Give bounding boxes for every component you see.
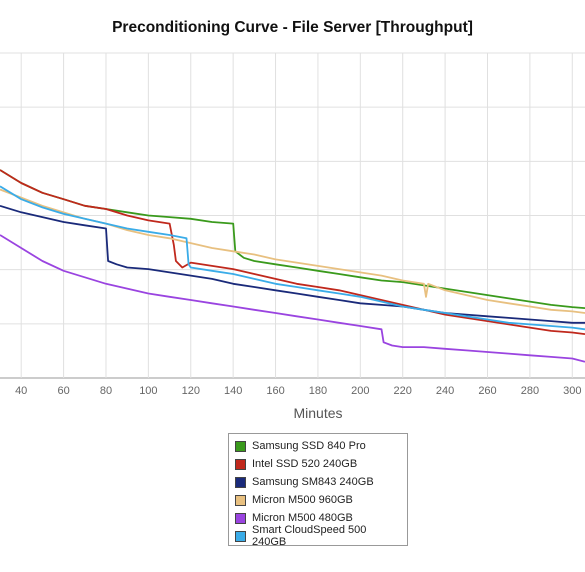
legend-swatch: [235, 494, 246, 506]
legend-label: Micron M500 960GB: [252, 494, 353, 506]
legend-item: Samsung SM843 240GB: [235, 473, 401, 491]
series-line-4: [0, 188, 585, 314]
series-lines: [0, 169, 585, 363]
legend-label: Samsung SM843 240GB: [252, 476, 374, 488]
legend-label: Samsung SSD 840 Pro: [252, 440, 366, 452]
legend-swatch: [235, 440, 246, 452]
legend-label: Intel SSD 520 240GB: [252, 458, 358, 470]
legend-item: Smart CloudSpeed 500 240GB: [235, 524, 401, 548]
series-line-1: [0, 169, 585, 309]
x-tick-label: 160: [266, 385, 284, 397]
chart-title: Preconditioning Curve - File Server [Thr…: [112, 19, 473, 36]
x-tick-label: 60: [57, 385, 69, 397]
legend-swatch: [235, 530, 246, 542]
x-axis-title: Minutes: [293, 405, 342, 421]
series-line-6: [0, 185, 585, 331]
x-tick-label: 280: [521, 385, 539, 397]
x-axis: 40 60 80 100 120 140 160 180 200 220 240 260 280 300: [15, 385, 581, 397]
legend-item: Micron M500 960GB: [235, 491, 401, 509]
grid: [0, 52, 585, 379]
legend-label: Micron M500 480GB: [252, 512, 353, 524]
legend: Samsung SSD 840 Pro Intel SSD 520 240GB Sa…: [228, 433, 408, 548]
x-tick-label: 140: [224, 385, 242, 397]
legend-item: Samsung SSD 840 Pro: [235, 437, 401, 455]
legend-label: Smart CloudSpeed 500 240GB: [252, 524, 367, 548]
x-tick-label: 200: [351, 385, 369, 397]
legend-swatch: [235, 458, 246, 470]
x-tick-label: 300: [563, 385, 581, 397]
series-line-5: [0, 234, 585, 363]
x-tick-label: 180: [309, 385, 327, 397]
x-tick-label: 40: [15, 385, 27, 397]
x-tick-label: 220: [394, 385, 412, 397]
x-tick-label: 80: [100, 385, 112, 397]
x-tick-label: 100: [139, 385, 157, 397]
legend-item: Micron M500 480GB: [235, 509, 401, 527]
series-line-3: [0, 204, 585, 324]
x-tick-label: 120: [182, 385, 200, 397]
legend-item: Intel SSD 520 240GB: [235, 455, 401, 473]
x-tick-label: 260: [478, 385, 496, 397]
legend-swatch: [235, 512, 246, 524]
series-line-2: [0, 169, 585, 335]
x-tick-label: 240: [436, 385, 454, 397]
legend-swatch: [235, 476, 246, 488]
